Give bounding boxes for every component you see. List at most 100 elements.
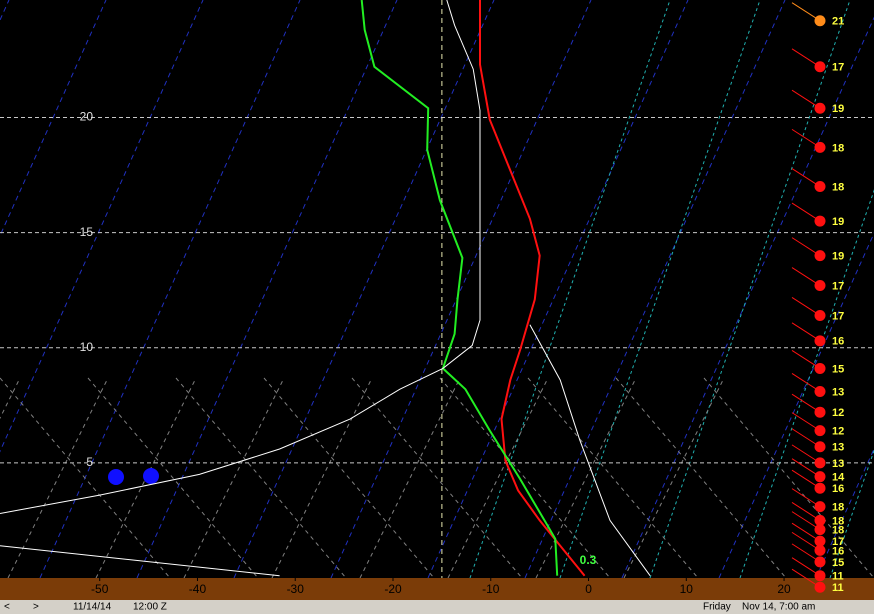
wind-barb bbox=[791, 428, 821, 448]
y-tick-label: 15 bbox=[80, 225, 94, 239]
profile-line bbox=[479, 0, 586, 577]
wind-barb bbox=[791, 458, 821, 478]
wind-dot bbox=[814, 544, 826, 556]
wind-dot bbox=[814, 362, 826, 374]
wind-speed-label: 21 bbox=[832, 16, 844, 28]
mixing-line bbox=[439, 377, 611, 578]
wind-dot bbox=[814, 280, 826, 292]
nav-left[interactable]: < bbox=[4, 602, 10, 613]
x-tick-label: -10 bbox=[482, 582, 500, 596]
isotherm bbox=[427, 0, 689, 578]
wind-speed-label: 17 bbox=[832, 62, 844, 74]
wind-speed-label: 18 bbox=[832, 181, 844, 193]
wind-barb bbox=[791, 2, 821, 22]
wind-barb bbox=[791, 350, 821, 369]
isotherm bbox=[39, 0, 301, 578]
wind-speed-label: 13 bbox=[832, 386, 844, 398]
wind-barb bbox=[791, 322, 821, 342]
wind-dot bbox=[814, 570, 826, 582]
wind-dot bbox=[814, 581, 826, 593]
mixing-line bbox=[175, 377, 347, 578]
wind-speed-label: 11 bbox=[832, 582, 844, 594]
y-tick-label: 10 bbox=[80, 340, 94, 354]
x-tick-label: 0 bbox=[585, 582, 592, 596]
x-tick-label: -20 bbox=[384, 582, 402, 596]
y-tick-label: 20 bbox=[80, 110, 94, 124]
wind-speed-label: 19 bbox=[832, 103, 844, 115]
wind-dot bbox=[814, 309, 826, 321]
x-tick-label: -50 bbox=[91, 582, 109, 596]
wind-speed-label: 19 bbox=[832, 251, 844, 263]
annotation: 0.3 bbox=[580, 553, 597, 567]
mixing-line bbox=[263, 377, 435, 578]
wind-barb bbox=[791, 412, 821, 432]
plot-area bbox=[0, 0, 874, 578]
wind-dot bbox=[814, 501, 826, 513]
wind-barb bbox=[791, 557, 821, 577]
wind-barb bbox=[791, 511, 821, 531]
mixing-line bbox=[271, 377, 373, 578]
mixing-line bbox=[527, 377, 699, 578]
isotherm bbox=[524, 0, 786, 578]
wind-speed-label: 11 bbox=[832, 571, 844, 583]
status-date: 11/14/14 bbox=[73, 602, 112, 613]
wind-speed-label: 16 bbox=[832, 545, 844, 557]
status-bar bbox=[0, 600, 874, 614]
mixing-line bbox=[351, 377, 523, 578]
x-tick-label: 10 bbox=[680, 582, 694, 596]
wind-barb bbox=[791, 531, 821, 551]
profile-line bbox=[360, 0, 559, 576]
wind-speed-label: 18 bbox=[832, 525, 844, 537]
wind-speed-label: 17 bbox=[832, 310, 844, 322]
isotherm bbox=[0, 0, 204, 453]
wind-speed-label: 13 bbox=[832, 442, 844, 454]
wind-dot bbox=[814, 181, 826, 193]
wind-speed-label: 18 bbox=[832, 142, 844, 154]
profile-line bbox=[0, 0, 481, 514]
wind-speed-label: 15 bbox=[832, 363, 844, 375]
profile-line bbox=[0, 545, 280, 577]
status-local: Nov 14, 7:00 am bbox=[742, 602, 815, 613]
wind-barb bbox=[791, 444, 821, 464]
mixing-line bbox=[95, 377, 197, 578]
isotherm bbox=[621, 16, 874, 578]
wind-dot bbox=[814, 535, 826, 547]
wind-speed-label: 16 bbox=[832, 483, 844, 495]
isotherm bbox=[233, 0, 495, 578]
wind-barb bbox=[791, 168, 821, 187]
wind-speed-label: 19 bbox=[832, 216, 844, 228]
wind-barb bbox=[791, 393, 821, 413]
wind-speed-label: 18 bbox=[832, 502, 844, 514]
wind-dot bbox=[814, 524, 826, 536]
x-tick-label: -30 bbox=[287, 582, 305, 596]
wind-barb bbox=[791, 568, 821, 588]
wind-dot bbox=[814, 141, 826, 153]
wind-dot bbox=[814, 335, 826, 347]
wind-barb bbox=[791, 237, 821, 257]
wind-barb bbox=[791, 543, 821, 563]
mixing-line bbox=[0, 377, 21, 420]
wind-barb bbox=[791, 469, 821, 489]
mixing-line bbox=[535, 377, 637, 578]
isotherm bbox=[136, 0, 398, 578]
nav-right[interactable]: > bbox=[33, 602, 39, 613]
wind-barb bbox=[791, 373, 821, 392]
wind-barb bbox=[791, 297, 821, 316]
wind-speed-label: 12 bbox=[832, 426, 844, 438]
mixing-line bbox=[183, 377, 285, 578]
wind-barb bbox=[791, 267, 821, 286]
isotherm bbox=[718, 232, 874, 578]
wind-dot bbox=[814, 514, 826, 526]
mixing-line bbox=[7, 377, 109, 578]
wind-dot bbox=[814, 556, 826, 568]
x-tick-label: -40 bbox=[189, 582, 207, 596]
wind-dot bbox=[814, 441, 826, 453]
wind-speed-label: 16 bbox=[832, 336, 844, 348]
mixing-line bbox=[87, 377, 259, 578]
wind-barb bbox=[791, 89, 821, 109]
wind-barb bbox=[791, 202, 821, 222]
status-time: 12:00 Z bbox=[133, 602, 167, 613]
wind-speed-label: 17 bbox=[832, 536, 844, 548]
